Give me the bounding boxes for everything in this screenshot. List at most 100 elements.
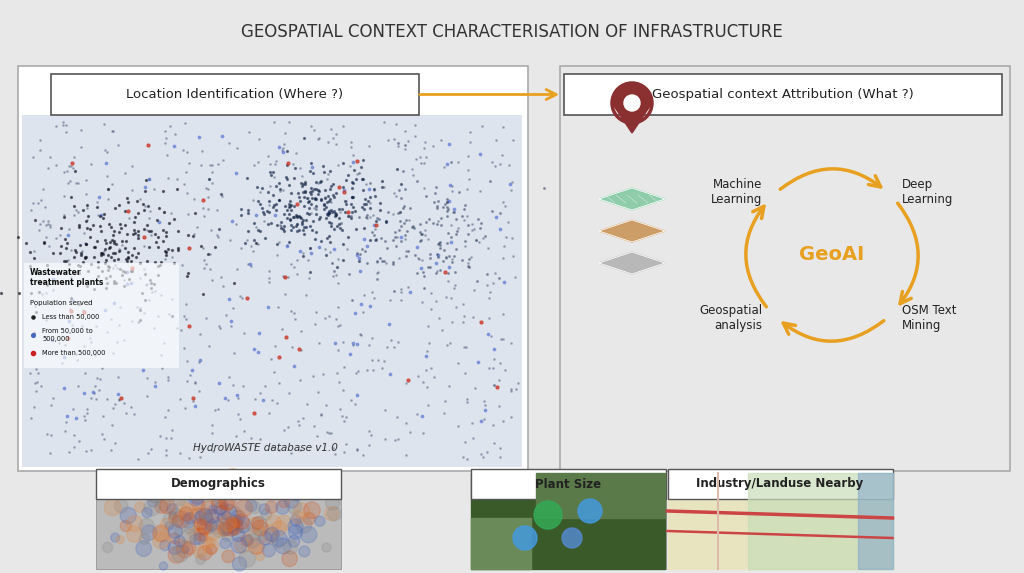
Point bbox=[202, 160, 218, 169]
Point bbox=[163, 434, 179, 443]
Point bbox=[281, 202, 297, 211]
Point bbox=[220, 295, 237, 304]
Point bbox=[485, 363, 502, 372]
Point bbox=[374, 364, 390, 373]
Point bbox=[358, 213, 375, 222]
Point bbox=[162, 121, 178, 131]
Point bbox=[410, 409, 426, 418]
Point bbox=[416, 284, 432, 293]
Point bbox=[270, 446, 287, 455]
Point bbox=[329, 129, 345, 138]
Point bbox=[77, 368, 93, 377]
Point bbox=[385, 210, 401, 219]
Point bbox=[366, 293, 382, 302]
Point bbox=[331, 220, 347, 229]
Point bbox=[250, 197, 266, 206]
Point bbox=[106, 299, 123, 308]
Point bbox=[163, 208, 179, 217]
Point bbox=[28, 308, 44, 317]
Point bbox=[54, 120, 71, 129]
Point bbox=[376, 182, 392, 191]
Point bbox=[323, 218, 339, 227]
Point bbox=[280, 423, 296, 432]
Point bbox=[261, 278, 278, 287]
Point bbox=[239, 236, 255, 245]
Point bbox=[332, 405, 348, 414]
Point bbox=[111, 255, 127, 264]
Point bbox=[313, 237, 330, 246]
Point bbox=[428, 182, 444, 191]
Point bbox=[321, 209, 337, 218]
Point bbox=[153, 290, 169, 299]
Point bbox=[292, 197, 308, 206]
Point bbox=[447, 214, 464, 223]
Point bbox=[438, 207, 455, 216]
Point bbox=[137, 280, 154, 289]
Point bbox=[211, 524, 227, 533]
Point bbox=[274, 186, 291, 195]
Point bbox=[208, 493, 224, 503]
Point bbox=[413, 264, 429, 273]
Point bbox=[116, 398, 132, 407]
Text: OSM Text
Mining: OSM Text Mining bbox=[902, 304, 956, 332]
Point bbox=[198, 511, 214, 520]
Point bbox=[455, 299, 471, 308]
Point bbox=[439, 211, 456, 221]
Point bbox=[288, 528, 304, 537]
Point bbox=[252, 552, 268, 561]
Point bbox=[120, 253, 136, 262]
Point bbox=[142, 275, 159, 284]
Point bbox=[234, 541, 251, 550]
Point bbox=[247, 529, 263, 539]
Point bbox=[324, 207, 340, 217]
Point bbox=[160, 372, 176, 382]
Point bbox=[196, 244, 212, 253]
Point bbox=[322, 184, 338, 193]
Point bbox=[220, 395, 237, 404]
Point bbox=[138, 391, 155, 401]
Point bbox=[418, 191, 434, 200]
Point bbox=[168, 550, 184, 559]
Point bbox=[484, 158, 501, 167]
Point bbox=[465, 285, 481, 295]
Point bbox=[62, 293, 79, 302]
Point bbox=[61, 316, 78, 325]
Point bbox=[202, 264, 218, 273]
Point bbox=[158, 433, 174, 442]
Point bbox=[85, 221, 101, 230]
Point bbox=[99, 278, 116, 287]
Point bbox=[302, 187, 318, 197]
Point bbox=[313, 411, 330, 420]
Text: Geospatial
analysis: Geospatial analysis bbox=[699, 304, 762, 332]
Point bbox=[447, 303, 464, 312]
Point bbox=[296, 547, 312, 556]
Point bbox=[418, 366, 434, 375]
Point bbox=[376, 117, 392, 127]
Point bbox=[226, 519, 243, 528]
Point bbox=[196, 196, 212, 205]
Point bbox=[42, 430, 58, 439]
Point bbox=[338, 197, 354, 206]
Point bbox=[291, 211, 307, 221]
Point bbox=[435, 256, 452, 265]
Point bbox=[476, 397, 493, 406]
Point bbox=[341, 212, 357, 221]
Point bbox=[304, 225, 321, 234]
Point bbox=[443, 257, 460, 266]
Point bbox=[466, 224, 482, 233]
Point bbox=[317, 194, 334, 203]
Point bbox=[295, 414, 311, 423]
Point bbox=[330, 160, 346, 170]
Point bbox=[332, 223, 348, 233]
Point bbox=[198, 313, 214, 322]
Point bbox=[401, 203, 418, 213]
Point bbox=[439, 229, 456, 238]
Point bbox=[191, 534, 208, 543]
Point bbox=[380, 135, 396, 144]
Point bbox=[25, 348, 41, 358]
Point bbox=[85, 388, 101, 398]
Point bbox=[431, 243, 447, 252]
Point bbox=[23, 413, 39, 422]
Point bbox=[158, 445, 174, 454]
Point bbox=[104, 421, 121, 430]
